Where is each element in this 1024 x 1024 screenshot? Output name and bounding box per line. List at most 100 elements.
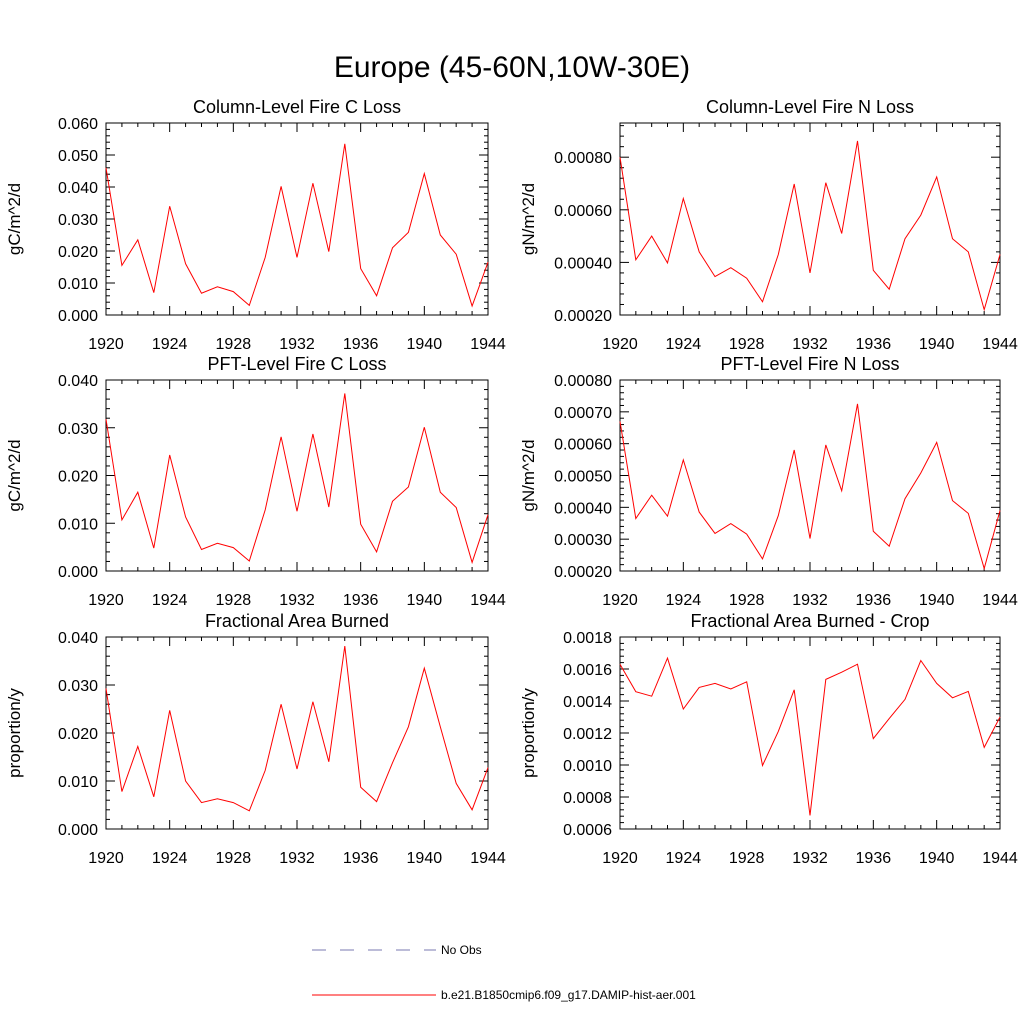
x-tick-label: 1928 — [216, 850, 252, 867]
y-tick-label: 0.00020 — [554, 564, 612, 581]
x-tick-label: 1940 — [407, 336, 443, 353]
y-tick-label: 0.00060 — [554, 203, 612, 220]
panel-title: Fractional Area Burned - Crop — [690, 611, 929, 631]
y-tick-label: 0.0010 — [563, 758, 612, 775]
plot-frame — [105, 379, 489, 572]
x-tick-label: 1920 — [88, 850, 124, 867]
y-tick-label: 0.00060 — [554, 437, 612, 454]
x-tick-label: 1936 — [856, 592, 892, 609]
y-tick-label: 0.030 — [58, 678, 98, 695]
legend-label-model-run: b.e21.B1850cmip6.f09_g17.DAMIP-hist-aer.… — [441, 988, 696, 1002]
y-tick-label: 0.020 — [58, 469, 98, 486]
y-tick-label: 0.020 — [58, 726, 98, 743]
chart-panels: 1920 1924 1928 1932 1936 1940 1944 0.000 0.010 0.… — [5, 97, 1018, 867]
y-tick-label: 0.00080 — [554, 150, 612, 167]
chart-panel-2: 1920 1924 1928 1932 1936 1940 1944 0.00020 0.000… — [519, 97, 1018, 353]
plot-frame — [105, 122, 489, 316]
y-tick-label: 0.00080 — [554, 373, 612, 390]
x-tick-label: 1928 — [729, 850, 765, 867]
x-tick-label: 1944 — [982, 336, 1018, 353]
x-tick-label: 1936 — [343, 850, 379, 867]
x-tick-label: 1932 — [279, 336, 315, 353]
x-tick-label: 1940 — [919, 592, 955, 609]
x-tick-label: 1936 — [343, 336, 379, 353]
x-tick-label: 1936 — [856, 850, 892, 867]
panel-title: PFT-Level Fire N Loss — [720, 354, 899, 374]
data-series-line — [619, 656, 1001, 816]
x-tick-label: 1924 — [666, 336, 702, 353]
x-tick-label: 1928 — [729, 592, 765, 609]
y-tick-label: 0.060 — [58, 116, 98, 133]
data-series-line — [105, 393, 489, 565]
x-tick-label: 1924 — [152, 850, 188, 867]
y-tick-label: 0.0006 — [563, 822, 612, 839]
y-tick-label: 0.0014 — [563, 694, 612, 711]
y-axis-label: gC/m^2/d — [5, 439, 24, 511]
y-tick-label: 0.010 — [58, 774, 98, 791]
x-tick-label: 1944 — [982, 592, 1018, 609]
chart-panel-1: 1920 1924 1928 1932 1936 1940 1944 0.000 0.010 0.… — [5, 97, 506, 353]
y-tick-label: 0.030 — [58, 212, 98, 229]
y-tick-label: 0.050 — [58, 148, 98, 165]
y-tick-label: 0.030 — [58, 421, 98, 438]
plot-frame — [105, 636, 489, 830]
chart-panel-3: 1920 1924 1928 1932 1936 1940 1944 0.000 0.010 0.… — [5, 354, 506, 609]
data-series-line — [619, 140, 1001, 312]
legend: No Obs b.e21.B1850cmip6.f09_g17.DAMIP-hi… — [312, 943, 696, 1002]
chart-panel-4: 1920 1924 1928 1932 1936 1940 1944 0.00020 0.000… — [519, 354, 1018, 609]
panel-title: Column-Level Fire N Loss — [706, 97, 914, 117]
x-tick-label: 1936 — [856, 336, 892, 353]
chart-panel-5: 1920 1924 1928 1932 1936 1940 1944 0.000 0.010 0.… — [5, 611, 506, 867]
y-tick-label: 0.00030 — [554, 532, 612, 549]
y-axis-label: proportion/y — [5, 688, 24, 778]
x-tick-label: 1920 — [88, 592, 124, 609]
y-tick-label: 0.000 — [58, 822, 98, 839]
y-tick-label: 0.00020 — [554, 308, 612, 325]
x-tick-label: 1924 — [152, 592, 188, 609]
chart-panel-6: 1920 1924 1928 1932 1936 1940 1944 0.0006 0.0008… — [519, 611, 1018, 867]
y-tick-label: 0.040 — [58, 373, 98, 390]
x-tick-label: 1944 — [470, 592, 506, 609]
y-tick-label: 0.0008 — [563, 790, 612, 807]
y-tick-label: 0.00040 — [554, 500, 612, 517]
x-tick-label: 1920 — [602, 336, 638, 353]
x-tick-label: 1940 — [407, 592, 443, 609]
x-tick-label: 1924 — [666, 592, 702, 609]
y-tick-label: 0.00040 — [554, 255, 612, 272]
data-series-line — [105, 143, 489, 308]
legend-label-no-obs: No Obs — [441, 943, 482, 957]
x-tick-label: 1928 — [216, 592, 252, 609]
plot-frame — [619, 379, 1001, 572]
y-tick-label: 0.00050 — [554, 469, 612, 486]
y-tick-label: 0.010 — [58, 276, 98, 293]
y-axis-label: gN/m^2/d — [519, 183, 538, 255]
panel-title: PFT-Level Fire C Loss — [207, 354, 386, 374]
y-axis-label: gN/m^2/d — [519, 439, 538, 511]
x-tick-label: 1940 — [919, 336, 955, 353]
y-tick-label: 0.010 — [58, 516, 98, 533]
x-tick-label: 1928 — [729, 336, 765, 353]
plot-frame — [619, 122, 1001, 316]
data-series-line — [619, 403, 1001, 571]
y-tick-label: 0.00070 — [554, 405, 612, 422]
y-tick-label: 0.0018 — [563, 630, 612, 647]
y-tick-label: 0.020 — [58, 244, 98, 261]
x-tick-label: 1932 — [792, 850, 828, 867]
x-tick-label: 1932 — [279, 592, 315, 609]
y-tick-label: 0.000 — [58, 564, 98, 581]
x-tick-label: 1944 — [982, 850, 1018, 867]
x-tick-label: 1924 — [666, 850, 702, 867]
x-tick-label: 1940 — [407, 850, 443, 867]
x-tick-label: 1920 — [88, 336, 124, 353]
y-axis-label: gC/m^2/d — [5, 183, 24, 255]
panel-title: Fractional Area Burned — [205, 611, 389, 631]
y-tick-label: 0.000 — [58, 308, 98, 325]
x-tick-label: 1944 — [470, 850, 506, 867]
y-tick-label: 0.040 — [58, 180, 98, 197]
y-tick-label: 0.0016 — [563, 662, 612, 679]
x-tick-label: 1920 — [602, 592, 638, 609]
x-tick-label: 1944 — [470, 336, 506, 353]
data-series-line — [105, 646, 489, 812]
y-tick-label: 0.040 — [58, 630, 98, 647]
plot-frame — [619, 636, 1001, 830]
